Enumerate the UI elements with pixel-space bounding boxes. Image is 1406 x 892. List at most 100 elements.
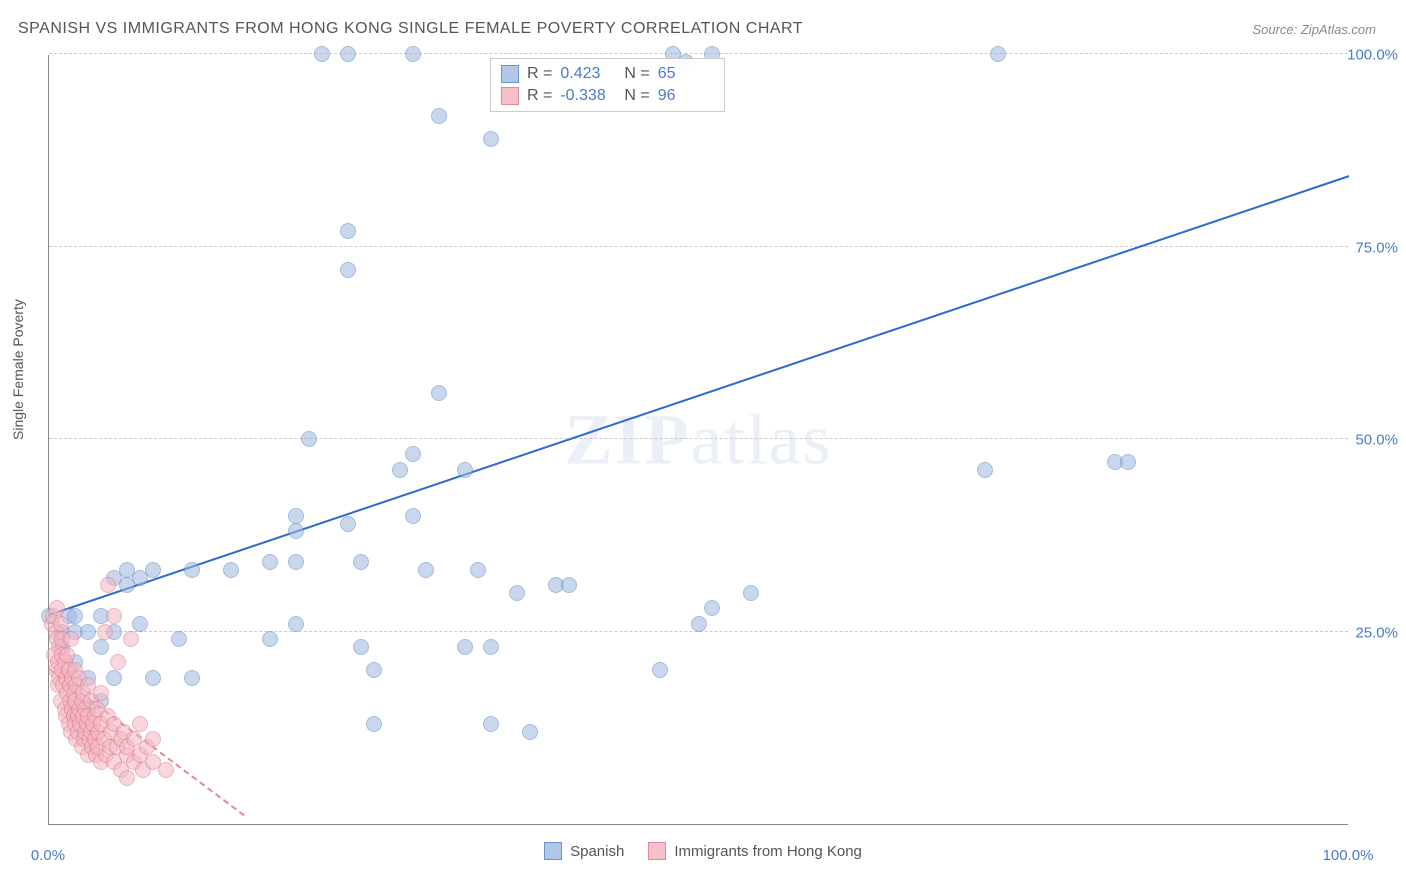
data-point — [652, 662, 668, 678]
legend-label: Spanish — [570, 843, 624, 860]
stats-n-label: N = — [624, 87, 649, 105]
data-point — [340, 223, 356, 239]
data-point — [171, 631, 187, 647]
legend: Spanish Immigrants from Hong Kong — [0, 842, 1406, 860]
data-point — [366, 716, 382, 732]
data-point — [405, 446, 421, 462]
data-point — [288, 554, 304, 570]
source-attribution: Source: ZipAtlas.com — [1252, 22, 1376, 37]
data-point — [522, 724, 538, 740]
data-point — [392, 462, 408, 478]
data-point — [457, 462, 473, 478]
plot-area: ZIPatlas — [48, 55, 1348, 825]
gridline — [49, 53, 1348, 54]
stats-r-value: -0.338 — [560, 87, 616, 105]
watermark: ZIPatlas — [565, 398, 833, 481]
stats-r-label: R = — [527, 87, 552, 105]
data-point — [457, 639, 473, 655]
data-point — [145, 731, 161, 747]
data-point — [132, 716, 148, 732]
stats-row: R = 0.423 N = 65 — [501, 63, 714, 85]
data-point — [561, 577, 577, 593]
stats-box: R = 0.423 N = 65 R = -0.338 N = 96 — [490, 58, 725, 112]
data-point — [145, 670, 161, 686]
data-point — [340, 262, 356, 278]
data-point — [509, 585, 525, 601]
data-point — [132, 616, 148, 632]
gridline — [49, 438, 1348, 439]
data-point — [262, 554, 278, 570]
source-label: Source: — [1252, 22, 1297, 37]
data-point — [59, 647, 75, 663]
trend-line — [49, 175, 1350, 616]
data-point — [100, 577, 116, 593]
data-point — [63, 631, 79, 647]
data-point — [418, 562, 434, 578]
y-tick-label: 50.0% — [1355, 432, 1398, 449]
data-point — [93, 685, 109, 701]
data-point — [110, 654, 126, 670]
data-point — [314, 46, 330, 62]
data-point — [470, 562, 486, 578]
data-point — [80, 624, 96, 640]
stats-row: R = -0.338 N = 96 — [501, 85, 714, 107]
data-point — [483, 716, 499, 732]
data-point — [483, 131, 499, 147]
data-point — [123, 631, 139, 647]
data-point — [405, 508, 421, 524]
data-point — [743, 585, 759, 601]
data-point — [431, 385, 447, 401]
stats-r-value: 0.423 — [560, 65, 616, 83]
y-tick-label: 25.0% — [1355, 624, 1398, 641]
legend-item: Immigrants from Hong Kong — [648, 842, 862, 860]
y-tick-label: 75.0% — [1355, 239, 1398, 256]
data-point — [977, 462, 993, 478]
x-tick-label: 0.0% — [31, 847, 65, 864]
y-tick-label: 100.0% — [1347, 47, 1398, 64]
data-point — [262, 631, 278, 647]
legend-item: Spanish — [544, 842, 624, 860]
data-point — [106, 670, 122, 686]
data-point — [353, 554, 369, 570]
data-point — [223, 562, 239, 578]
data-point — [97, 624, 113, 640]
legend-label: Immigrants from Hong Kong — [674, 843, 862, 860]
data-point — [158, 762, 174, 778]
data-point — [184, 670, 200, 686]
data-point — [366, 662, 382, 678]
legend-swatch — [648, 842, 666, 860]
data-point — [49, 600, 65, 616]
data-point — [431, 108, 447, 124]
legend-swatch — [544, 842, 562, 860]
stats-swatch — [501, 65, 519, 83]
data-point — [288, 616, 304, 632]
data-point — [990, 46, 1006, 62]
stats-swatch — [501, 87, 519, 105]
data-point — [145, 562, 161, 578]
data-point — [184, 562, 200, 578]
data-point — [93, 639, 109, 655]
data-point — [405, 46, 421, 62]
data-point — [119, 770, 135, 786]
data-point — [288, 508, 304, 524]
data-point — [691, 616, 707, 632]
source-value: ZipAtlas.com — [1301, 22, 1376, 37]
stats-n-label: N = — [624, 65, 649, 83]
data-point — [301, 431, 317, 447]
stats-n-value: 96 — [658, 87, 714, 105]
data-point — [704, 600, 720, 616]
stats-r-label: R = — [527, 65, 552, 83]
data-point — [483, 639, 499, 655]
data-point — [106, 608, 122, 624]
data-point — [288, 523, 304, 539]
data-point — [340, 516, 356, 532]
chart-title: SPANISH VS IMMIGRANTS FROM HONG KONG SIN… — [18, 20, 803, 38]
data-point — [353, 639, 369, 655]
gridline — [49, 246, 1348, 247]
data-point — [340, 46, 356, 62]
data-point — [1120, 454, 1136, 470]
y-axis-label: Single Female Poverty — [10, 299, 26, 440]
data-point — [67, 608, 83, 624]
stats-n-value: 65 — [658, 65, 714, 83]
data-point — [53, 616, 69, 632]
